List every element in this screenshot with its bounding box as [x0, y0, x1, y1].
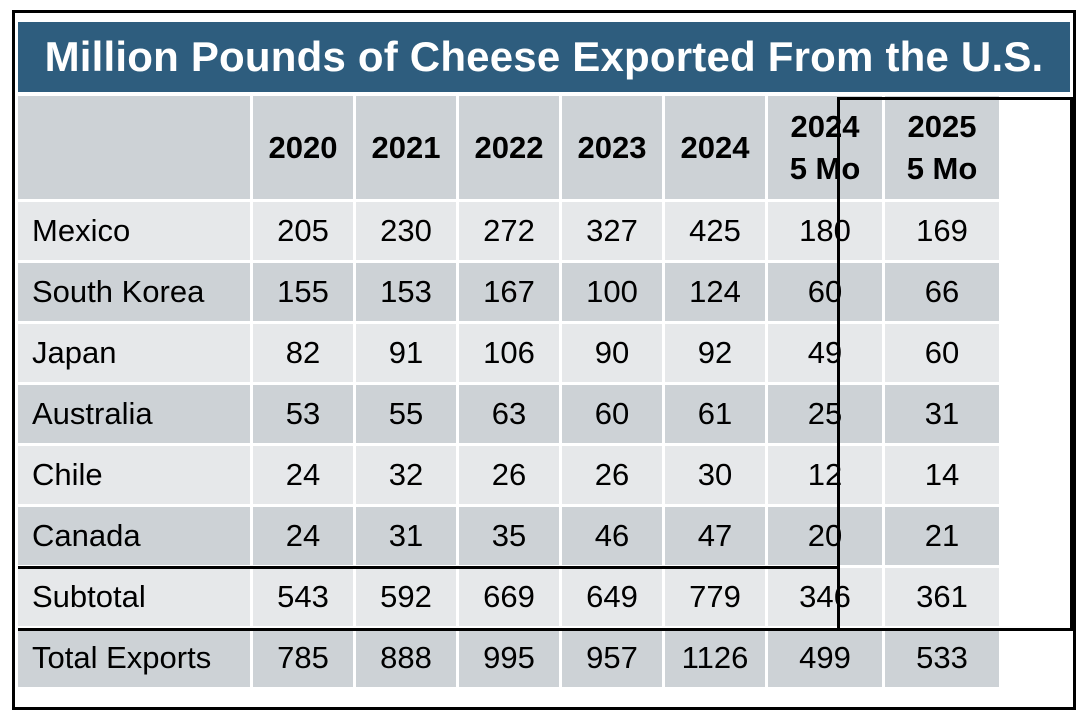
- cell-value: 180: [768, 202, 882, 260]
- cell-value: 25: [768, 385, 882, 443]
- row-label: Japan: [18, 324, 250, 382]
- table-row: Mexico 205 230 272 327 425 180 169: [18, 202, 999, 260]
- cell-value: 533: [885, 629, 999, 687]
- cell-value: 55: [356, 385, 456, 443]
- cell-value: 361: [885, 568, 999, 626]
- cell-value: 346: [768, 568, 882, 626]
- cell-value: 46: [562, 507, 662, 565]
- table-row: South Korea 155 153 167 100 124 60 66: [18, 263, 999, 321]
- cell-value: 669: [459, 568, 559, 626]
- cheese-exports-table: 2020 2021 2022 2023 2024 2024 5 Mo 2025 5 …: [15, 93, 1002, 690]
- cell-value: 425: [665, 202, 765, 260]
- row-label: South Korea: [18, 263, 250, 321]
- cell-value: 12: [768, 446, 882, 504]
- table-row: Canada 24 31 35 46 47 20 21: [18, 507, 999, 565]
- col-header-2022: 2022: [459, 96, 559, 199]
- cell-value: 327: [562, 202, 662, 260]
- cell-value: 60: [768, 263, 882, 321]
- subtotal-top-border: [18, 566, 838, 569]
- col-header-year: 2025: [907, 108, 977, 144]
- cell-value: 61: [665, 385, 765, 443]
- cell-value: 53: [253, 385, 353, 443]
- cell-value: 21: [885, 507, 999, 565]
- cell-value: 124: [665, 263, 765, 321]
- cell-value: 60: [562, 385, 662, 443]
- cell-value: 230: [356, 202, 456, 260]
- cell-value: 785: [253, 629, 353, 687]
- cell-value: 60: [885, 324, 999, 382]
- cell-value: 169: [885, 202, 999, 260]
- cell-value: 543: [253, 568, 353, 626]
- cell-value: 82: [253, 324, 353, 382]
- cell-value: 32: [356, 446, 456, 504]
- header-corner: [18, 96, 250, 199]
- header-row: 2020 2021 2022 2023 2024 2024 5 Mo 2025 5 …: [18, 96, 999, 199]
- row-label: Mexico: [18, 202, 250, 260]
- cell-value: 153: [356, 263, 456, 321]
- row-label: Chile: [18, 446, 250, 504]
- col-header-year: 2024: [790, 108, 860, 144]
- cell-value: 155: [253, 263, 353, 321]
- table-row: Japan 82 91 106 90 92 49 60: [18, 324, 999, 382]
- col-header-2024: 2024: [665, 96, 765, 199]
- cell-value: 26: [459, 446, 559, 504]
- col-header-2020: 2020: [253, 96, 353, 199]
- cell-value: 63: [459, 385, 559, 443]
- table-title: Million Pounds of Cheese Exported From t…: [18, 22, 1070, 92]
- cell-value: 31: [885, 385, 999, 443]
- cell-value: 272: [459, 202, 559, 260]
- col-header-2025-5mo: 2025 5 Mo: [885, 96, 999, 199]
- cell-value: 995: [459, 629, 559, 687]
- cell-value: 24: [253, 507, 353, 565]
- col-header-period: 5 Mo: [789, 150, 861, 186]
- cell-value: 106: [459, 324, 559, 382]
- cell-value: 91: [356, 324, 456, 382]
- cell-value: 205: [253, 202, 353, 260]
- cell-value: 90: [562, 324, 662, 382]
- cell-value: 30: [665, 446, 765, 504]
- cell-value: 26: [562, 446, 662, 504]
- table-row: Total Exports 785 888 995 957 1126 499 533: [18, 629, 999, 687]
- col-header-2023: 2023: [562, 96, 662, 199]
- cell-value: 92: [665, 324, 765, 382]
- cell-value: 14: [885, 446, 999, 504]
- col-header-period: 5 Mo: [906, 150, 978, 186]
- cell-value: 31: [356, 507, 456, 565]
- cell-value: 66: [885, 263, 999, 321]
- table-row: Australia 53 55 63 60 61 25 31: [18, 385, 999, 443]
- row-label: Australia: [18, 385, 250, 443]
- table-row: Chile 24 32 26 26 30 12 14: [18, 446, 999, 504]
- row-label: Subtotal: [18, 568, 250, 626]
- cell-value: 20: [768, 507, 882, 565]
- col-header-2021: 2021: [356, 96, 456, 199]
- row-label: Canada: [18, 507, 250, 565]
- cell-value: 167: [459, 263, 559, 321]
- cell-value: 592: [356, 568, 456, 626]
- cell-value: 957: [562, 629, 662, 687]
- cell-value: 100: [562, 263, 662, 321]
- cell-value: 1126: [665, 629, 765, 687]
- cell-value: 35: [459, 507, 559, 565]
- row-label: Total Exports: [18, 629, 250, 687]
- subtotal-bottom-border: [18, 628, 838, 631]
- cell-value: 499: [768, 629, 882, 687]
- cell-value: 24: [253, 446, 353, 504]
- cell-value: 47: [665, 507, 765, 565]
- col-header-2024-5mo: 2024 5 Mo: [768, 96, 882, 199]
- table-row: Subtotal 543 592 669 649 779 346 361: [18, 568, 999, 626]
- cell-value: 649: [562, 568, 662, 626]
- cell-value: 779: [665, 568, 765, 626]
- cell-value: 888: [356, 629, 456, 687]
- cell-value: 49: [768, 324, 882, 382]
